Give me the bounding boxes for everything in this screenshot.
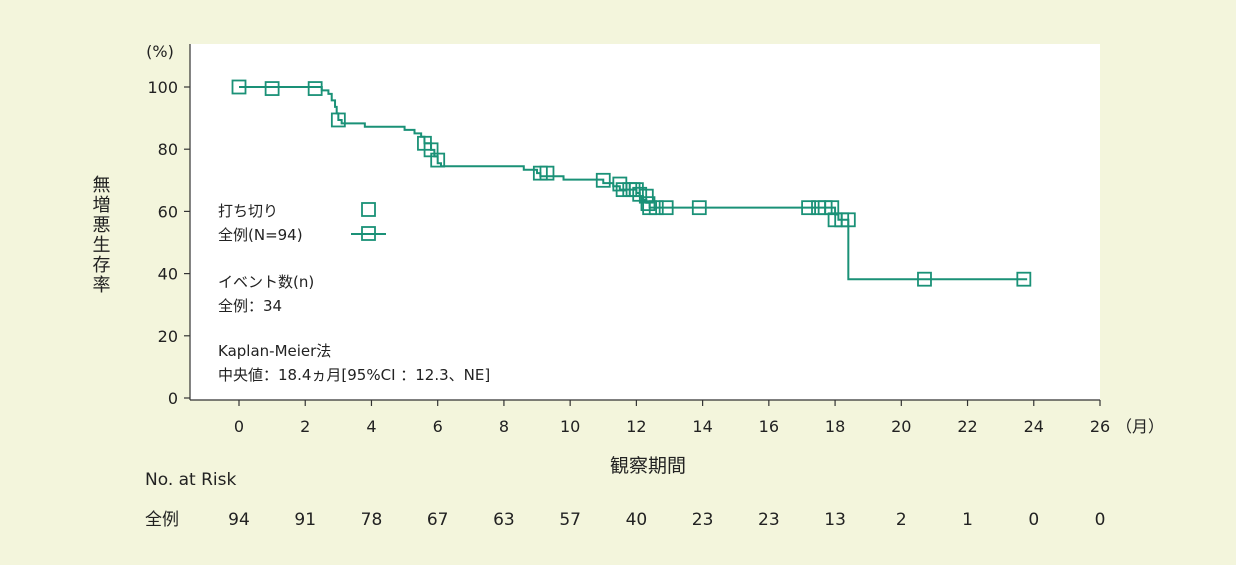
x-tick-label: 26 <box>1090 417 1110 436</box>
risk-row-label: 全例 <box>145 510 179 530</box>
x-tick-label: 14 <box>692 417 712 436</box>
legend-censor-marker <box>361 202 376 217</box>
x-axis-label: 観察期間 <box>610 455 686 477</box>
x-tick-label: 6 <box>433 417 443 436</box>
censor-mark <box>264 81 280 96</box>
x-tick-label: 4 <box>366 417 376 436</box>
censor-mark <box>658 200 674 216</box>
legend-series-marker <box>361 226 376 241</box>
risk-value: 1 <box>962 510 973 530</box>
events-title: イベント数(n) <box>218 273 314 291</box>
x-tick-label: 0 <box>234 417 244 436</box>
x-tick-label: 12 <box>626 417 646 436</box>
censor-marks <box>231 79 1032 287</box>
censor-mark <box>638 188 654 204</box>
risk-value: 0 <box>1095 510 1106 530</box>
censor-mark <box>648 200 664 216</box>
censor-mark <box>917 271 932 287</box>
y-tick-label: 100 <box>147 78 178 97</box>
censor-mark <box>231 79 247 95</box>
x-tick-label: 8 <box>499 417 509 436</box>
y-axis-label: 無増悪生存率 <box>90 175 111 295</box>
censor-mark <box>595 172 611 188</box>
risk-value: 23 <box>692 510 714 530</box>
censor-mark <box>307 81 323 96</box>
x-tick-label: 16 <box>759 417 779 436</box>
method-label: Kaplan-Meier法 <box>218 342 331 360</box>
x-tick-label: 18 <box>825 417 845 436</box>
risk-value: 78 <box>361 510 383 530</box>
axes <box>189 44 1100 401</box>
risk-value: 13 <box>824 510 846 530</box>
y-tick-label: 0 <box>168 389 178 408</box>
censor-mark <box>640 196 656 212</box>
legend: 打ち切り 全例(N=94) <box>218 202 386 244</box>
legend-series-label: 全例(N=94) <box>218 226 303 244</box>
censor-mark <box>1016 271 1032 287</box>
x-unit: （月） <box>1116 417 1164 436</box>
risk-value: 2 <box>896 510 907 530</box>
plot-area <box>190 44 1100 400</box>
risk-value: 0 <box>1028 510 1039 530</box>
y-unit: (%) <box>146 42 174 61</box>
y-tick-label: 20 <box>158 327 178 346</box>
censor-mark <box>840 212 856 228</box>
x-tick-label: 22 <box>957 417 977 436</box>
censor-mark <box>330 112 346 128</box>
censor-mark <box>691 200 707 216</box>
risk-value: 94 <box>228 510 250 530</box>
y-tick-label: 60 <box>158 202 178 221</box>
legend-censor-label: 打ち切り <box>218 202 278 220</box>
risk-value: 40 <box>626 510 648 530</box>
risk-values: 94 91 78 67 63 57 40 23 23 13 2 1 0 0 <box>228 510 1105 530</box>
censor-mark <box>539 165 555 181</box>
risk-table-title: No. at Risk <box>145 470 237 490</box>
x-tick-label: 2 <box>300 417 310 436</box>
risk-value: 67 <box>427 510 449 530</box>
x-tick-label: 10 <box>560 417 580 436</box>
x-tick-label: 24 <box>1024 417 1044 436</box>
y-tick-label: 80 <box>158 140 178 159</box>
median-label: 中央値：18.4ヵ月[95%CI ：12.3、NE] <box>218 366 490 384</box>
censor-mark <box>430 152 446 168</box>
risk-value: 91 <box>294 510 316 530</box>
risk-value: 57 <box>559 510 581 530</box>
events-value: 全例：34 <box>218 297 282 315</box>
censor-mark <box>801 200 816 216</box>
risk-value: 63 <box>493 510 515 530</box>
y-tick-label: 40 <box>158 265 178 284</box>
risk-value: 23 <box>758 510 780 530</box>
x-tick-label: 20 <box>891 417 911 436</box>
